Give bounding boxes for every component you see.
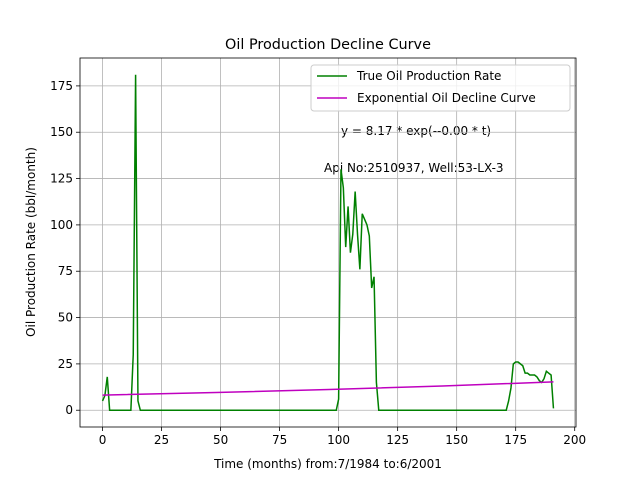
legend-box	[310, 64, 571, 112]
annotation: Api No:2510937, Well:53-LX-3	[324, 161, 504, 175]
x-tick-label: 50	[213, 433, 228, 447]
annotation: y = 8.17 * exp(--0.00 * t)	[341, 124, 491, 138]
axes-frame	[79, 57, 577, 428]
y-tick-label: 125	[50, 172, 73, 186]
y-axis-label: Oil Production Rate (bbl/month)	[24, 147, 38, 337]
x-tick-label: 175	[504, 433, 527, 447]
data-line	[102, 381, 554, 396]
y-tick-label: 50	[58, 311, 73, 325]
x-axis-label: Time (months) from:7/1984 to:6/2001	[213, 457, 442, 471]
y-tick-label: 150	[50, 125, 73, 139]
x-tick-label: 25	[154, 433, 169, 447]
legend-label: Exponential Oil Decline Curve	[357, 91, 536, 105]
y-tick-label: 100	[50, 218, 73, 232]
x-tick-label: 200	[563, 433, 586, 447]
y-tick-label: 175	[50, 79, 73, 93]
plot-area	[101, 74, 555, 411]
legend-label: True Oil Production Rate	[356, 69, 501, 83]
x-tick-label: 75	[272, 433, 287, 447]
x-tick-label: 150	[445, 433, 468, 447]
x-tick-label: 100	[327, 433, 350, 447]
y-tick-label: 75	[58, 264, 73, 278]
legend: True Oil Production Rate Exponential Oil …	[310, 64, 571, 112]
x-tick-label: 0	[99, 433, 107, 447]
x-tick-label: 125	[386, 433, 409, 447]
data-line	[101, 74, 555, 411]
y-tick-label: 0	[65, 403, 73, 417]
y-tick-label: 25	[58, 357, 73, 371]
chart-title: Oil Production Decline Curve	[225, 37, 431, 53]
